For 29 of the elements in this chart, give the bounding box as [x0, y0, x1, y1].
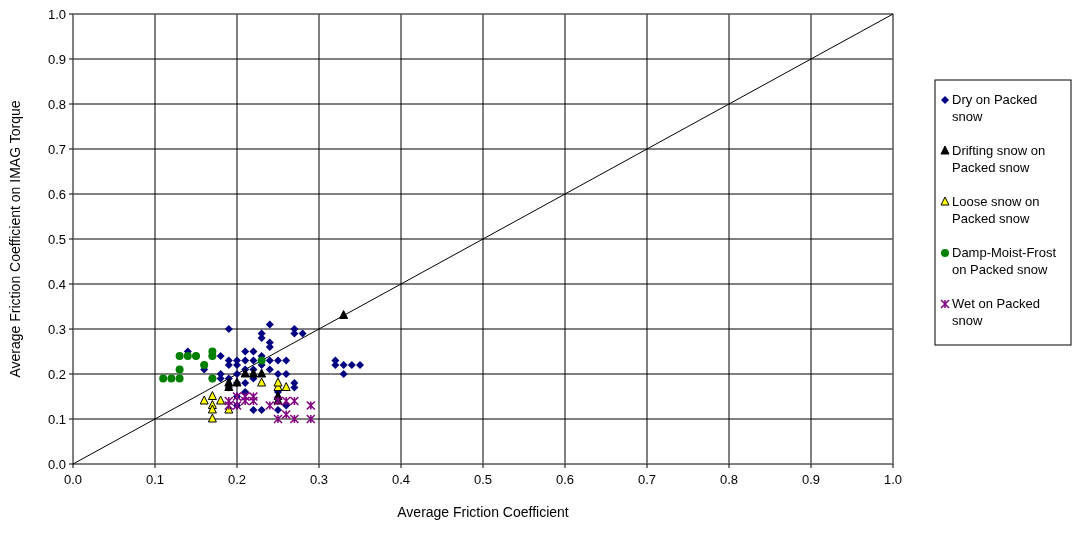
- y-tick-label: 0.6: [47, 187, 66, 202]
- x-tick-label: 0.9: [801, 472, 821, 487]
- y-tick-label: 0.4: [47, 277, 66, 292]
- legend-label: Drifting snow on Packed snow: [952, 143, 1046, 175]
- x-tick-label: 0.6: [555, 472, 575, 487]
- x-tick-label: 0.8: [719, 472, 739, 487]
- y-tick-label: 0.7: [47, 142, 66, 157]
- y-tick-label: 0.3: [47, 322, 66, 337]
- x-tick-label: 0.7: [637, 472, 657, 487]
- x-tick-label: 0.4: [391, 472, 411, 487]
- legend-label: Dry on Packed snow: [952, 92, 1038, 124]
- y-axis-title: Average Friction Coefficient on IMAG Torque: [7, 100, 23, 378]
- y-tick-label: 0.0: [47, 457, 66, 472]
- y-tick-label: 0.8: [47, 97, 66, 112]
- legend-label: Loose snow on Packed snow: [952, 194, 1040, 226]
- x-tick-label: 0.5: [473, 472, 493, 487]
- x-tick-label: 0.2: [227, 472, 247, 487]
- x-tick-label: 0.3: [309, 472, 329, 487]
- x-tick-label: 1.0: [883, 472, 903, 487]
- y-tick-label: 1.0: [47, 7, 66, 22]
- y-tick-label: 0.1: [47, 412, 66, 427]
- legend-label: Damp-Moist-Frost on Packed snow: [952, 245, 1057, 277]
- y-tick-label: 0.5: [47, 232, 66, 247]
- y-tick-label: 0.2: [47, 367, 66, 382]
- x-axis-title: Average Friction Coefficient: [397, 504, 569, 520]
- x-tick-label: 0.1: [145, 472, 165, 487]
- y-tick-label: 0.9: [47, 52, 66, 67]
- legend-label: Wet on Packed snow: [952, 296, 1040, 328]
- x-tick-label: 0.0: [63, 472, 83, 487]
